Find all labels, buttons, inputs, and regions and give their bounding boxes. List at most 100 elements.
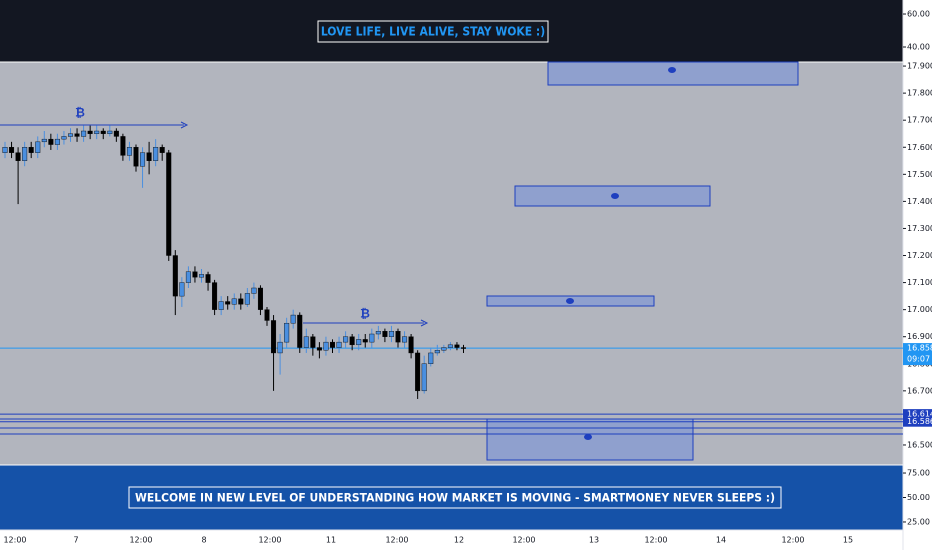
y-tick-label: 25.00 — [907, 517, 930, 526]
candle-body — [323, 341, 329, 351]
candle-body — [179, 282, 185, 297]
candle-body — [35, 141, 41, 153]
y-tick-label: 16.500 — [907, 440, 932, 449]
x-tick-label: 12:00 — [258, 536, 281, 545]
candle-body — [290, 314, 296, 324]
x-tick-label: 12:00 — [3, 536, 26, 545]
y-tick-label: 16.900 — [907, 332, 932, 341]
candle-body — [113, 130, 119, 137]
x-tick-label: 7 — [73, 536, 78, 545]
x-tick-label: 8 — [201, 536, 206, 545]
x-tick-label: 12 — [454, 536, 464, 545]
candle-body — [133, 147, 139, 167]
candle-body — [153, 147, 159, 161]
candle-body — [94, 130, 100, 134]
candle-body — [218, 301, 224, 310]
price-label: 16.586 — [907, 417, 932, 426]
candle-body — [54, 138, 60, 145]
marker-symbol: ₿ — [360, 307, 370, 321]
candle-body — [441, 347, 447, 351]
x-tick-label: 12:00 — [781, 536, 804, 545]
candle-body — [447, 344, 453, 348]
y-tick-label: 17.300 — [907, 224, 932, 233]
candle-body — [107, 130, 113, 134]
candle-body — [284, 322, 290, 343]
y-tick-label: 16.700 — [907, 386, 932, 395]
candle-body — [264, 309, 270, 321]
candle-body — [238, 298, 244, 305]
price-pane — [0, 62, 903, 465]
candle-body — [192, 271, 198, 278]
candle-body — [61, 136, 67, 140]
candle-body — [166, 152, 172, 256]
y-tick-label: 60.00 — [907, 10, 930, 19]
candle-body — [41, 138, 47, 143]
price-label: 16.614 — [907, 410, 932, 419]
x-tick-label: 12:00 — [385, 536, 408, 545]
candle-body — [408, 336, 414, 354]
y-tick-label: 17.900 — [907, 62, 932, 71]
candle-body — [120, 136, 126, 156]
y-tick-label: 17.800 — [907, 89, 932, 98]
footer-box — [128, 486, 782, 509]
countdown: 09:07 — [907, 355, 930, 364]
candle-body — [421, 363, 427, 392]
candle-body — [388, 331, 394, 337]
candle-body — [87, 130, 93, 134]
eye-icon — [668, 67, 676, 73]
candle-body — [172, 255, 178, 297]
candle-body — [343, 336, 349, 343]
candle-body — [434, 350, 440, 354]
candle-body — [330, 341, 336, 348]
candle-body — [428, 352, 434, 364]
candle-body — [251, 287, 257, 294]
candle-body — [67, 133, 73, 137]
candle-body — [375, 331, 381, 335]
candle-body — [74, 133, 80, 137]
title-box — [317, 20, 549, 43]
candle-body — [277, 341, 283, 354]
candle-body — [28, 147, 34, 153]
arrow-head — [180, 121, 189, 129]
eye-icon — [611, 193, 619, 199]
candle-body — [303, 336, 309, 348]
candle-body — [225, 301, 231, 305]
candle-body — [316, 347, 322, 351]
price-axis — [903, 0, 932, 550]
candle-body — [231, 298, 237, 305]
candle-body — [454, 344, 460, 348]
candle-body — [126, 147, 132, 156]
x-tick-label: 15 — [843, 536, 853, 545]
zone — [547, 61, 799, 86]
y-tick-label: 17.100 — [907, 278, 932, 287]
arrow-head — [420, 319, 429, 327]
y-tick-label: 17.500 — [907, 170, 932, 179]
candle-body — [9, 147, 15, 153]
y-tick-label: 17.700 — [907, 116, 932, 125]
y-tick-label: 75.00 — [907, 469, 930, 478]
price-label-bg — [903, 343, 932, 366]
candle-body — [257, 287, 263, 310]
candle-body — [395, 331, 401, 343]
eye-icon — [584, 434, 592, 440]
candle-body — [159, 147, 165, 153]
candle-body — [271, 320, 277, 354]
candle-body — [336, 341, 342, 348]
candle-body — [146, 152, 152, 161]
y-tick-label: 50.00 — [907, 493, 930, 502]
x-tick-label: 12:00 — [129, 536, 152, 545]
candle-body — [244, 293, 250, 305]
top-pane — [0, 0, 903, 62]
level-lines — [0, 418, 903, 435]
candle-body — [356, 339, 362, 346]
x-tick-label: 13 — [589, 536, 599, 545]
candle-body — [2, 147, 8, 153]
price-label-bg — [903, 409, 932, 420]
candle-body — [382, 331, 388, 337]
candle-body — [100, 130, 106, 134]
x-tick-label: 11 — [326, 536, 336, 545]
candle-body — [402, 336, 408, 343]
candle-body — [140, 152, 146, 167]
candle-body — [461, 347, 467, 349]
